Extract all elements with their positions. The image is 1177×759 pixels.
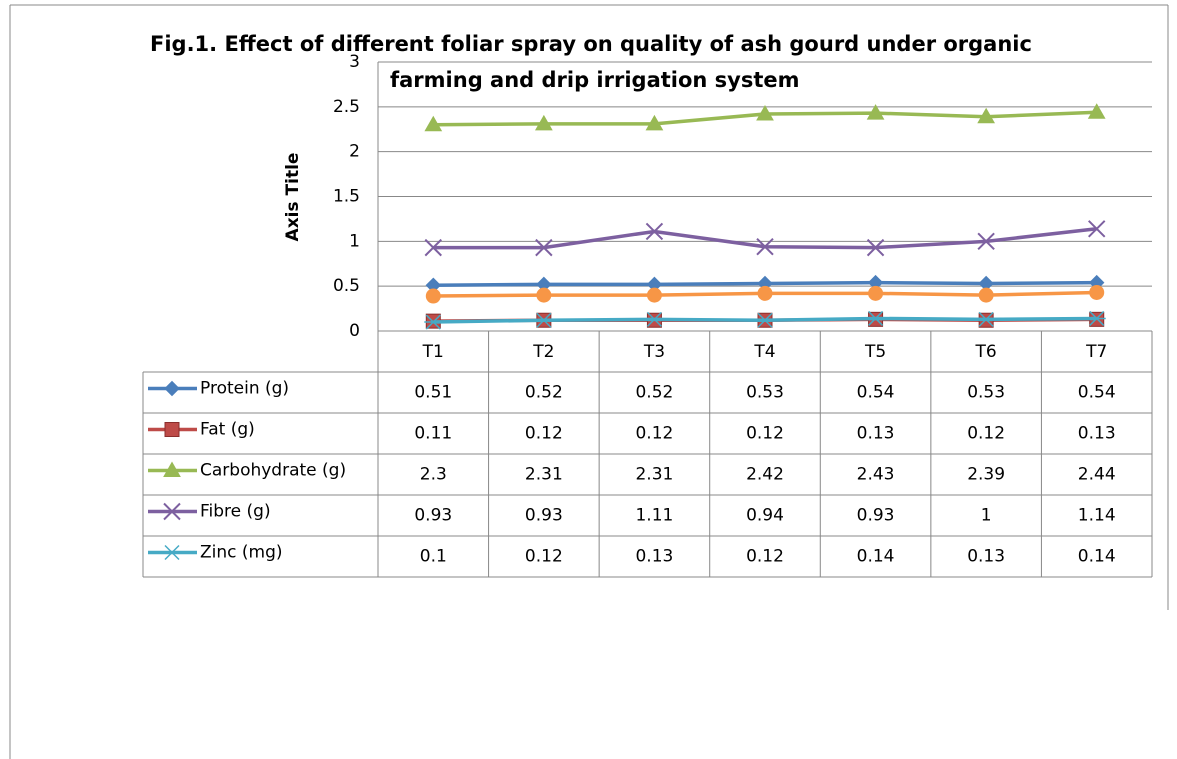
marker [977, 311, 996, 327]
marker [977, 232, 995, 251]
table-cell: 2.31 [525, 465, 563, 485]
x-tick-label: T2 [532, 342, 554, 362]
x-tick-label: T7 [1085, 342, 1107, 362]
x-tick-label: T5 [864, 342, 886, 362]
table-cell: 0.94 [746, 506, 784, 526]
table-cell: 0.52 [525, 383, 563, 403]
table-cell: 0.54 [1078, 383, 1116, 403]
table-cell: 2.39 [967, 465, 1005, 485]
chart-title: farming and drip irrigation system [390, 68, 800, 92]
legend-label: Fibre (g) [200, 502, 271, 522]
table-cell: 0.93 [414, 506, 452, 526]
table-cell: 1 [981, 506, 992, 526]
marker [424, 238, 442, 257]
marker [645, 311, 664, 327]
marker [1087, 310, 1106, 326]
table-cell: 0.12 [635, 424, 673, 444]
table-cell: 0.11 [414, 424, 452, 444]
legend-label: Protein (g) [200, 379, 289, 399]
marker [977, 107, 996, 124]
marker [163, 502, 181, 521]
y-tick-label: 0 [349, 321, 360, 341]
table-cell: 0.93 [857, 506, 895, 526]
table-cell: 0.52 [635, 383, 673, 403]
x-tick-label: T1 [422, 342, 444, 362]
marker [868, 285, 884, 301]
legend-label: Zinc (mg) [200, 543, 283, 563]
marker [756, 312, 774, 328]
table-cell: 0.13 [1078, 424, 1116, 444]
marker [534, 114, 553, 131]
y-tick-label: 1.5 [333, 187, 360, 207]
table-cell: 0.13 [635, 547, 673, 567]
table-cell: 0.12 [746, 424, 784, 444]
series-line [433, 227, 1097, 250]
marker [164, 422, 180, 437]
marker [866, 238, 885, 257]
y-tick-label: 2.5 [333, 97, 360, 117]
table-cell: 0.12 [746, 547, 784, 567]
marker [425, 288, 441, 304]
table-cell: 2.43 [857, 465, 895, 485]
legend-label: Fat (g) [200, 420, 255, 440]
table-cell: 2.31 [635, 465, 673, 485]
marker [645, 222, 664, 241]
marker [978, 287, 994, 303]
marker [163, 461, 181, 477]
marker [646, 287, 662, 303]
marker [866, 310, 885, 326]
y-axis-title: Axis Title [283, 153, 303, 242]
table-cell: 0.53 [746, 383, 784, 403]
chart-title: Fig.1. Effect of different foliar spray … [150, 32, 1032, 56]
table-cell: 0.13 [857, 424, 895, 444]
marker [866, 104, 885, 120]
y-tick-label: 0.5 [333, 276, 360, 296]
marker [757, 285, 773, 301]
marker [164, 380, 180, 397]
marker [1088, 220, 1106, 238]
x-tick-label: T4 [753, 342, 775, 362]
legend-label: Carbohydrate (g) [200, 461, 346, 481]
table-cell: 0.12 [967, 424, 1005, 444]
marker [645, 114, 664, 131]
y-tick-label: 1 [349, 231, 360, 251]
marker [424, 314, 443, 330]
x-tick-label: T3 [643, 342, 665, 362]
table-cell: 0.14 [1078, 547, 1116, 567]
marker [1089, 284, 1105, 300]
marker [534, 312, 553, 328]
table-cell: 0.54 [857, 383, 895, 403]
marker [424, 115, 443, 132]
y-tick-label: 2 [349, 142, 360, 162]
marker [536, 287, 552, 303]
table-cell: 1.11 [635, 506, 673, 526]
table-cell: 0.93 [525, 506, 563, 526]
table-cell: 0.13 [967, 547, 1005, 567]
table-cell: 0.51 [414, 383, 452, 403]
table-cell: 2.42 [746, 465, 784, 485]
table-cell: 0.53 [967, 383, 1005, 403]
marker [1087, 103, 1106, 119]
table-cell: 1.14 [1078, 506, 1116, 526]
marker [163, 544, 181, 561]
marker [756, 238, 774, 256]
table-cell: 0.14 [857, 547, 895, 567]
x-tick-label: T6 [975, 342, 997, 362]
y-tick-label: 3 [349, 52, 360, 72]
marker [535, 238, 553, 257]
table-cell: 0.12 [525, 424, 563, 444]
marker [756, 104, 774, 121]
table-cell: 2.3 [420, 465, 447, 485]
table-cell: 2.44 [1078, 465, 1116, 485]
table-cell: 0.12 [525, 547, 563, 567]
table-cell: 0.1 [420, 547, 447, 567]
